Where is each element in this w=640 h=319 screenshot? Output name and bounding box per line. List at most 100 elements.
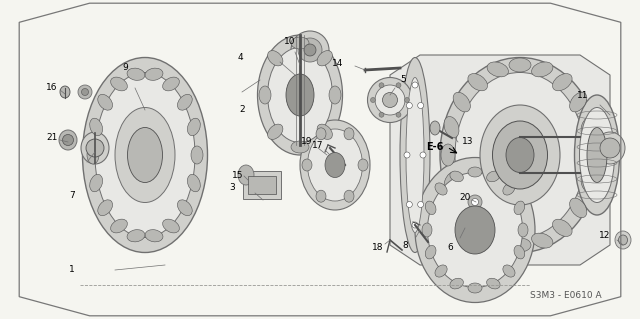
Text: 20: 20	[460, 194, 470, 203]
Ellipse shape	[435, 265, 447, 277]
Ellipse shape	[430, 121, 440, 135]
Ellipse shape	[259, 86, 271, 104]
Ellipse shape	[111, 219, 127, 233]
Ellipse shape	[127, 230, 145, 242]
Ellipse shape	[127, 68, 145, 80]
Ellipse shape	[426, 201, 436, 215]
Ellipse shape	[95, 72, 195, 238]
Ellipse shape	[487, 233, 508, 248]
Ellipse shape	[570, 198, 587, 218]
Ellipse shape	[422, 223, 432, 237]
Ellipse shape	[406, 78, 424, 233]
Ellipse shape	[379, 112, 384, 117]
Text: 15: 15	[232, 170, 244, 180]
Ellipse shape	[98, 200, 113, 216]
Ellipse shape	[415, 158, 535, 302]
Ellipse shape	[268, 48, 333, 143]
Ellipse shape	[316, 128, 326, 140]
Ellipse shape	[418, 102, 424, 108]
FancyBboxPatch shape	[248, 176, 276, 194]
Text: 16: 16	[46, 84, 58, 93]
Ellipse shape	[444, 116, 459, 138]
Ellipse shape	[506, 137, 534, 173]
Text: 19: 19	[301, 137, 313, 146]
Ellipse shape	[426, 245, 436, 259]
Ellipse shape	[60, 86, 70, 98]
Ellipse shape	[441, 144, 455, 166]
Text: 10: 10	[284, 38, 296, 47]
Ellipse shape	[404, 98, 410, 102]
Ellipse shape	[468, 74, 488, 91]
Text: 21: 21	[46, 133, 58, 143]
Ellipse shape	[188, 118, 200, 136]
Ellipse shape	[493, 121, 547, 189]
FancyBboxPatch shape	[243, 171, 281, 199]
Ellipse shape	[111, 77, 127, 91]
Ellipse shape	[90, 118, 102, 136]
Ellipse shape	[552, 74, 572, 91]
Ellipse shape	[300, 120, 370, 210]
Ellipse shape	[238, 165, 254, 185]
Ellipse shape	[450, 171, 463, 182]
Ellipse shape	[291, 141, 309, 153]
Ellipse shape	[98, 94, 113, 110]
Polygon shape	[390, 55, 610, 265]
Ellipse shape	[90, 174, 102, 192]
Ellipse shape	[396, 112, 401, 117]
Ellipse shape	[302, 159, 312, 171]
Ellipse shape	[453, 92, 470, 112]
Text: 1: 1	[69, 265, 75, 275]
Ellipse shape	[83, 57, 207, 253]
Ellipse shape	[585, 144, 599, 166]
Ellipse shape	[317, 124, 332, 139]
Ellipse shape	[487, 62, 508, 77]
Ellipse shape	[81, 132, 109, 164]
Ellipse shape	[406, 102, 412, 108]
Ellipse shape	[268, 51, 283, 66]
Ellipse shape	[503, 265, 515, 277]
Ellipse shape	[127, 128, 163, 182]
Ellipse shape	[268, 124, 283, 139]
Text: 7: 7	[69, 190, 75, 199]
Ellipse shape	[63, 135, 74, 145]
Ellipse shape	[329, 86, 341, 104]
Ellipse shape	[570, 92, 587, 112]
Ellipse shape	[468, 195, 482, 209]
Ellipse shape	[444, 172, 459, 194]
Ellipse shape	[480, 105, 560, 205]
Ellipse shape	[59, 130, 77, 150]
Ellipse shape	[81, 88, 88, 95]
Text: 14: 14	[332, 58, 344, 68]
Ellipse shape	[404, 152, 410, 158]
Ellipse shape	[472, 198, 479, 205]
Ellipse shape	[412, 82, 418, 88]
Text: 3: 3	[229, 183, 235, 192]
Text: 4: 4	[237, 54, 243, 63]
Ellipse shape	[435, 183, 447, 195]
Ellipse shape	[78, 85, 92, 99]
Text: 6: 6	[447, 243, 453, 253]
Ellipse shape	[177, 200, 192, 216]
Ellipse shape	[163, 77, 179, 91]
Ellipse shape	[440, 57, 600, 253]
Ellipse shape	[400, 57, 430, 253]
Ellipse shape	[428, 173, 522, 287]
Ellipse shape	[455, 72, 585, 238]
Ellipse shape	[486, 171, 500, 182]
Ellipse shape	[291, 37, 309, 49]
Ellipse shape	[177, 94, 192, 110]
Ellipse shape	[518, 223, 528, 237]
Ellipse shape	[188, 174, 200, 192]
Ellipse shape	[468, 219, 488, 236]
Ellipse shape	[600, 138, 620, 158]
Ellipse shape	[618, 235, 627, 245]
Ellipse shape	[304, 44, 316, 56]
Text: 17: 17	[312, 140, 324, 150]
Text: 13: 13	[462, 137, 474, 146]
Ellipse shape	[145, 230, 163, 242]
Text: 18: 18	[372, 243, 384, 253]
Ellipse shape	[532, 62, 553, 77]
Ellipse shape	[450, 278, 463, 289]
Ellipse shape	[595, 132, 625, 164]
Ellipse shape	[532, 233, 553, 248]
